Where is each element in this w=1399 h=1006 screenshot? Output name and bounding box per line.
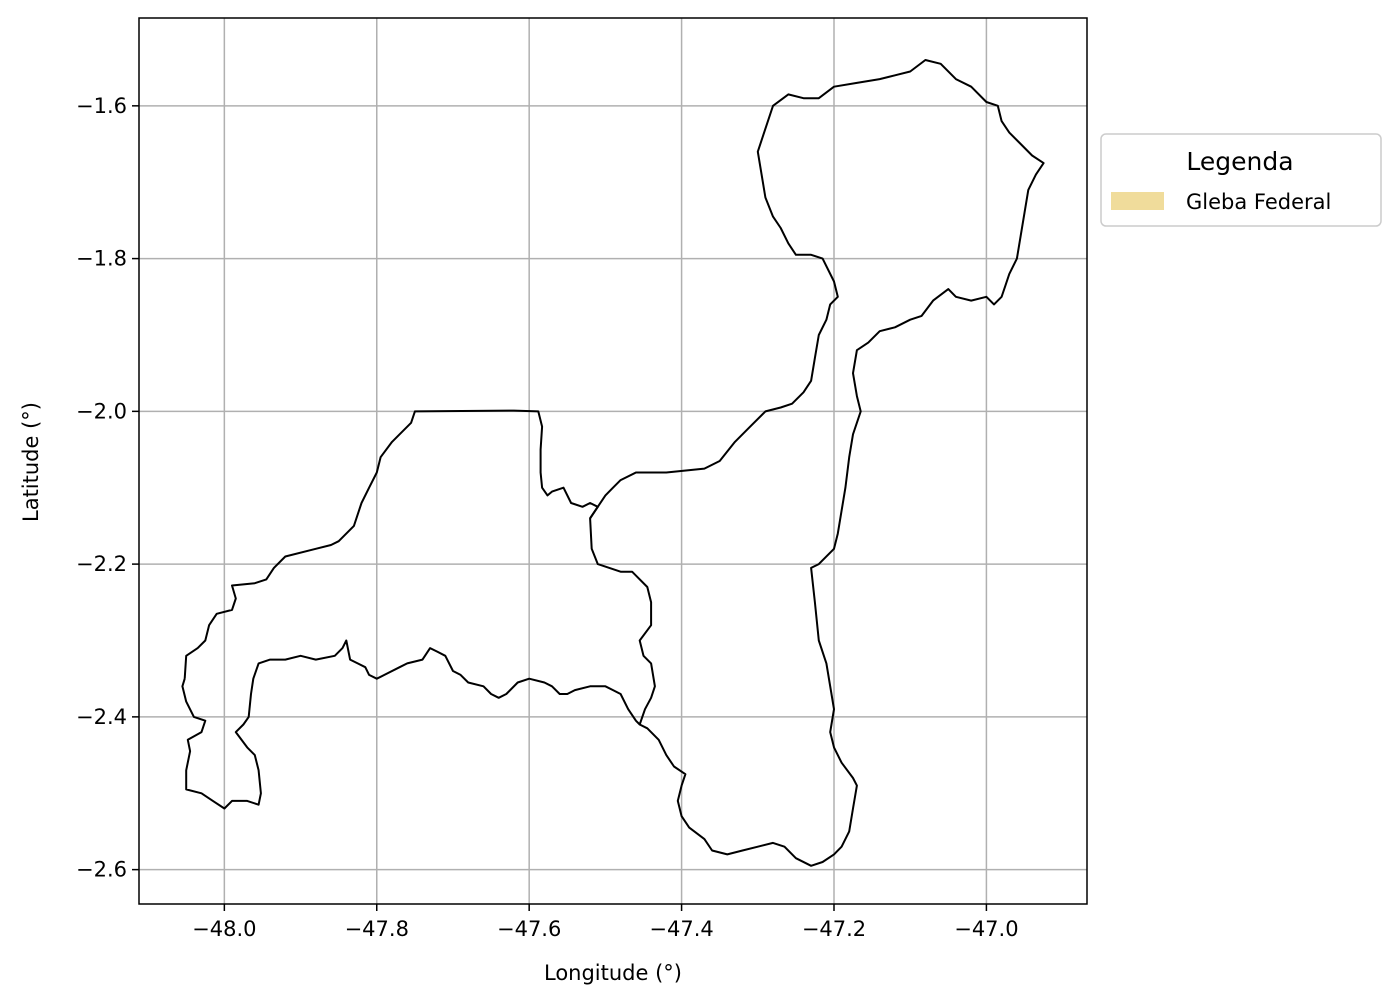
x-tick-label: −47.6: [497, 917, 561, 941]
y-tick-label: −1.8: [76, 247, 127, 271]
y-tick-label: −2.0: [76, 399, 127, 423]
y-axis-label: Latitude (°): [19, 402, 43, 522]
legend-title: Legenda: [1186, 147, 1293, 176]
legend-entry-label: Gleba Federal: [1186, 190, 1331, 214]
y-tick-label: −2.6: [76, 858, 127, 882]
grid-lines: [139, 18, 1087, 904]
y-tick-label: −2.2: [76, 552, 127, 576]
x-tick-label: −47.8: [345, 917, 409, 941]
legend-box: [1100, 133, 1382, 227]
x-tick-label: −47.4: [649, 917, 713, 941]
legend: Legenda Gleba Federal: [1100, 133, 1382, 227]
y-tick-label: −2.4: [76, 705, 127, 729]
x-tick-label: −47.2: [802, 917, 866, 941]
map-regions: [181, 59, 1045, 867]
x-axis-label: Longitude (°): [544, 961, 682, 985]
x-tick-label: −48.0: [192, 917, 256, 941]
region-boundary-central: [589, 59, 1045, 867]
x-tick-label: −47.0: [954, 917, 1018, 941]
plot-frame: [138, 17, 1088, 905]
region-boundary-western: [181, 409, 656, 810]
legend-swatch: [1111, 192, 1164, 210]
y-tick-label: −1.6: [76, 94, 127, 118]
axis-ticks: −48.0 −47.8 −47.6 −47.4 −47.2 −47.0 −1.6 −1.8 −2…: [76, 94, 1019, 941]
